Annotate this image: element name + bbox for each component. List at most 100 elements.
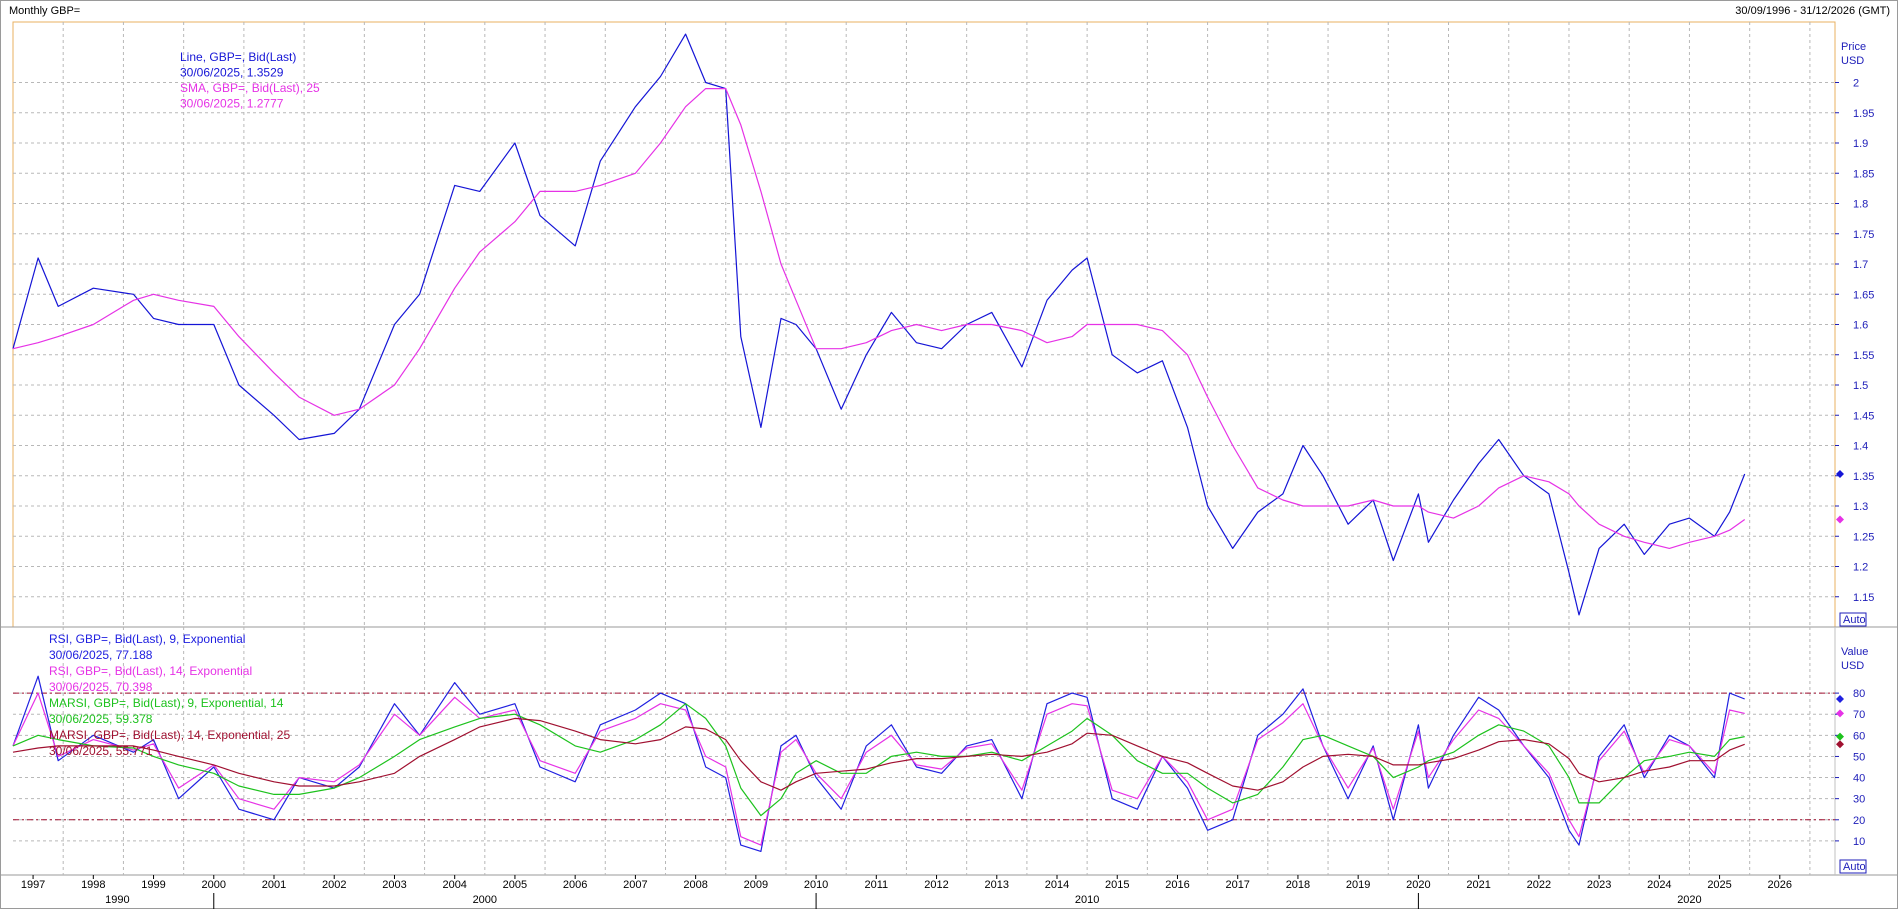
rsi-tick-label: 70 (1853, 709, 1865, 721)
price-tick-label: 1.6 (1853, 320, 1868, 332)
price-tick-label: 1.55 (1853, 350, 1874, 362)
year-label: 1999 (141, 879, 165, 891)
year-label: 2019 (1346, 879, 1370, 891)
rsi-last-marker (1836, 695, 1844, 704)
legend-entry: 30/06/2025, 1.2777 (180, 97, 284, 111)
price-axis-currency: USD (1841, 55, 1864, 67)
legend-entry: 30/06/2025, 77.188 (49, 648, 153, 662)
legend-entry: 30/06/2025, 59.378 (49, 712, 153, 726)
series-line (12, 675, 1745, 853)
legend-entry: 30/06/2025, 55.771 (49, 744, 153, 758)
rsi-series-group (12, 675, 1745, 853)
title-bar: Monthly GBP= 30/09/1996 - 31/12/2026 (GM… (0, 0, 1898, 22)
lower-grid (13, 627, 1835, 875)
decade-label: 2020 (1677, 894, 1701, 906)
price-series-group (12, 33, 1746, 616)
rsi-tick-label: 20 (1853, 815, 1865, 827)
lower-auto-button[interactable]: Auto (1839, 859, 1867, 874)
year-label: 2024 (1647, 879, 1671, 891)
year-label: 2004 (442, 879, 466, 891)
year-label: 2011 (864, 879, 888, 891)
price-tick-label: 1.3 (1853, 501, 1868, 513)
legend-entry: RSI, GBP=, Bid(Last), 9, Exponential (49, 632, 245, 646)
year-label: 2026 (1768, 879, 1792, 891)
year-label: 2023 (1587, 879, 1611, 891)
year-label: 2001 (262, 879, 286, 891)
legend-entry: MARSI, GBP=, Bid(Last), 9, Exponential, … (49, 696, 284, 710)
year-label: 2008 (683, 879, 707, 891)
legend-entry: SMA, GBP=, Bid(Last), 25 (180, 81, 320, 95)
legend-entry: Line, GBP=, Bid(Last) (180, 50, 296, 64)
year-label: 2002 (322, 879, 346, 891)
price-tick-label: 1.2 (1853, 562, 1868, 574)
sma-last-marker (1836, 515, 1844, 524)
year-label: 2010 (804, 879, 828, 891)
year-label: 2012 (924, 879, 948, 891)
series-line (12, 717, 1745, 791)
price-tick-label: 1.75 (1853, 229, 1874, 241)
series-line (12, 33, 1746, 616)
decade-label: 2010 (1075, 894, 1099, 906)
year-label: 2018 (1286, 879, 1310, 891)
price-tick-label: 1.95 (1853, 108, 1874, 120)
price-tick-label: 1.15 (1853, 592, 1874, 604)
decade-label: 1990 (105, 894, 129, 906)
legend-entry: 30/06/2025, 1.3529 (180, 66, 284, 80)
year-label: 2022 (1527, 879, 1551, 891)
rsi-tick-label: 60 (1853, 730, 1865, 742)
legend-entry: 30/06/2025, 70.398 (49, 680, 153, 694)
year-label: 2003 (382, 879, 406, 891)
rsi-last-marker (1836, 709, 1844, 718)
decade-label: 2000 (473, 894, 497, 906)
price-tick-label: 1.5 (1853, 380, 1868, 392)
year-label: 2016 (1165, 879, 1189, 891)
main-grid (13, 22, 1835, 627)
rsi-last-marker (1836, 732, 1844, 741)
time-axis[interactable]: 1997 1998 1999 2000 2001 2002 2003 2004 2005 2006… (21, 875, 1792, 909)
price-tick-label: 1.7 (1853, 259, 1868, 271)
rsi-tick-label: 10 (1853, 836, 1865, 848)
main-auto-label: Auto (1843, 614, 1866, 626)
price-tick-label: 1.45 (1853, 410, 1874, 422)
rsi-axis-currency: USD (1841, 660, 1864, 672)
date-range: 30/09/1996 - 31/12/2026 (GMT) (1735, 5, 1890, 17)
price-tick-label: 2 (1853, 78, 1859, 90)
year-label: 1998 (81, 879, 105, 891)
price-tick-label: 1.65 (1853, 289, 1874, 301)
year-label: 2009 (744, 879, 768, 891)
year-label: 1997 (21, 879, 45, 891)
price-tick-label: 1.35 (1853, 471, 1874, 483)
price-tick-label: 1.4 (1853, 441, 1868, 453)
year-label: 2007 (623, 879, 647, 891)
rsi-tick-label: 50 (1853, 751, 1865, 763)
last-value-markers (1836, 469, 1844, 749)
year-label: 2025 (1707, 879, 1731, 891)
rsi-tick-label: 30 (1853, 794, 1865, 806)
legend-entry: MARSI, GBP=, Bid(Last), 14, Exponential,… (49, 728, 290, 742)
series-line (12, 87, 1746, 550)
series-line (12, 692, 1745, 846)
price-tick-label: 1.25 (1853, 531, 1874, 543)
year-label: 2014 (1045, 879, 1069, 891)
price-legend: Line, GBP=, Bid(Last) 30/06/2025, 1.3529S… (180, 50, 320, 111)
price-axis-unit: Price (1841, 41, 1866, 53)
year-label: 2017 (1225, 879, 1249, 891)
rsi-reference-lines (13, 692, 1835, 821)
year-label: 2000 (202, 879, 226, 891)
series-line (12, 703, 1745, 817)
main-auto-button[interactable]: Auto (1839, 612, 1867, 627)
price-tick-label: 1.9 (1853, 138, 1868, 150)
rsi-legend: RSI, GBP=, Bid(Last), 9, Exponential 30/0… (49, 632, 290, 758)
price-tick-label: 1.8 (1853, 199, 1868, 211)
rsi-tick-label: 80 (1853, 688, 1865, 700)
price-tick-label: 1.85 (1853, 168, 1874, 180)
year-label: 2021 (1466, 879, 1490, 891)
year-label: 2005 (503, 879, 527, 891)
price-last-marker (1836, 469, 1844, 478)
price-axis-ticks: 1.15 1.2 1.25 1.3 1.35 1.4 1.45 1.5 1.55 1.6 1.65 1… (1835, 78, 1874, 604)
rsi-axis-ticks: 10 20 30 40 50 60 70 80 (1835, 688, 1865, 848)
rsi-last-marker (1836, 740, 1844, 749)
year-label: 2006 (563, 879, 587, 891)
year-label: 2015 (1105, 879, 1129, 891)
